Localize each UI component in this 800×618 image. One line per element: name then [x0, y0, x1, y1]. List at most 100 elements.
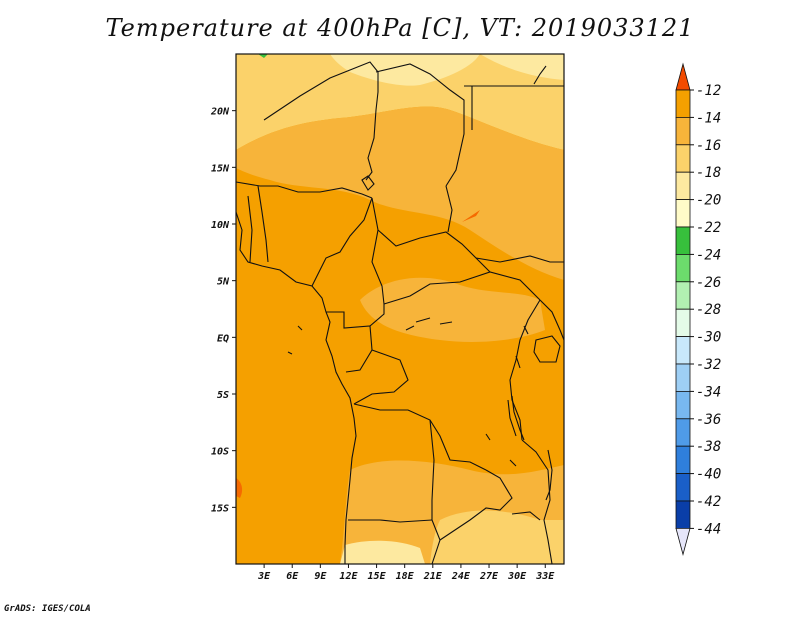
field-region-minus12-a	[462, 210, 480, 222]
y-tick-label: 20N	[210, 107, 230, 118]
map-frame	[235, 53, 565, 565]
y-tick-label: 5N	[217, 277, 230, 288]
lake-tanganyika	[507, 395, 525, 441]
colorbar-box	[675, 308, 691, 338]
lake-victoria	[533, 335, 561, 363]
temperature-field	[236, 54, 564, 564]
x-tick-label: 6E	[286, 571, 299, 582]
lake-chad	[361, 175, 375, 191]
colorbar-label: -28	[696, 302, 721, 318]
border-nigeria-east	[311, 197, 373, 287]
x-tick-label: 9E	[314, 571, 327, 582]
x-tick-label: 24E	[451, 571, 471, 582]
red-sea-coast	[533, 65, 547, 85]
colorbar-label: -16	[696, 138, 721, 154]
colorbar-box	[675, 144, 691, 173]
lake-kivu	[515, 325, 529, 369]
border-zambia	[439, 469, 513, 541]
x-tick-label: 33E	[535, 571, 555, 582]
coastline-west-africa	[236, 211, 357, 564]
colorbar-label: -18	[696, 165, 721, 181]
x-tick-label: 15E	[368, 571, 387, 582]
colorbar-bottom-arrow	[675, 528, 691, 556]
x-tick-label: 3E	[257, 571, 271, 582]
y-tick-label: EQ	[217, 333, 229, 344]
field-region-minus20-south	[340, 540, 425, 564]
chart-title: Temperature at 400hPa [C], VT: 201903312…	[105, 14, 695, 42]
border-tanzania	[521, 439, 553, 564]
x-tick-label: 21E	[423, 571, 443, 582]
field-region-minus20	[330, 54, 480, 86]
colorbar-label: -12	[696, 83, 721, 99]
island-bioko	[297, 325, 303, 331]
colorbar-box	[675, 117, 691, 146]
colorbar-box	[675, 226, 691, 255]
border-car-cameroon	[371, 229, 385, 305]
border-benin	[257, 185, 269, 263]
colorbar-label: -26	[696, 275, 721, 291]
island-small	[287, 351, 293, 355]
colorbar-label: -36	[696, 412, 721, 428]
colorbar-box	[675, 89, 691, 118]
border-congo	[369, 304, 385, 327]
x-tick-label: 12E	[339, 571, 358, 582]
x-tick-label: 18E	[396, 571, 415, 582]
border-uganda-kenya	[539, 299, 564, 341]
colorbar-label: -22	[696, 220, 721, 236]
border-zimbabwe	[511, 511, 541, 521]
y-axis: 20N 15N 10N 5N EQ 5S 10S 15S	[210, 107, 236, 514]
colorbar-box	[675, 171, 691, 200]
colorbar-label: -14	[696, 110, 721, 126]
colorbar-label: -24	[696, 247, 721, 263]
colorbar-box	[675, 390, 691, 420]
colorbar-box	[675, 473, 691, 502]
colorbar-box	[675, 281, 691, 310]
border-north-1	[263, 61, 379, 181]
field-region-minus16-central	[360, 277, 545, 342]
colorbar-label: -40	[696, 467, 721, 483]
border-angola-namibia	[348, 519, 433, 523]
y-tick-label: 5S	[217, 390, 229, 401]
colorbar-top-arrow	[675, 62, 691, 91]
colorbar: -12 -14 -16 -18 -20 -22 -24 -26 -28 -30 -32 -34 -36 -…	[675, 62, 721, 556]
colorbar-label: -44	[696, 521, 721, 537]
colorbar-label: -20	[696, 193, 721, 209]
field-region-minus24	[258, 54, 268, 58]
colorbar-label: -38	[696, 439, 721, 455]
y-tick-label: 10N	[211, 220, 230, 231]
river-congo-a	[405, 317, 453, 331]
border-north-2	[375, 63, 465, 187]
border-drc-east	[509, 299, 541, 441]
border-drc-angola	[353, 403, 487, 471]
border-chad-sudan	[445, 185, 453, 233]
border-congo-drc	[353, 349, 409, 405]
colorbar-box	[675, 418, 691, 447]
lake-malawi	[545, 449, 553, 501]
x-tick-label: 30E	[507, 571, 527, 582]
grads-credit: GrADS: IGES/COLA	[4, 604, 91, 614]
colorbar-box	[675, 253, 691, 283]
colorbar-label: -34	[696, 384, 721, 400]
border-car-drc	[383, 271, 541, 305]
border-nigeria-north	[236, 181, 373, 199]
border-sudan-south	[475, 255, 564, 263]
y-tick-label: 15N	[211, 163, 230, 174]
x-axis: 3E 6E 9E 12E 15E 18E 21E 24E 27E 30E 33E	[257, 564, 555, 582]
colorbar-label: -42	[696, 494, 721, 510]
colorbar-label: -32	[696, 357, 721, 373]
border-togo	[247, 195, 253, 263]
x-tick-label: 27E	[479, 571, 499, 582]
colorbar-box	[675, 336, 691, 365]
field-region-minus20-east	[480, 54, 564, 80]
colorbar-box	[675, 363, 691, 392]
y-tick-label: 15S	[211, 503, 229, 514]
colorbar-label: -30	[696, 330, 721, 346]
lake-mweru	[485, 433, 517, 467]
border-angola-zambia	[429, 419, 441, 564]
colorbar-box	[675, 445, 691, 475]
boundaries	[236, 61, 564, 564]
colorbar-box	[675, 199, 691, 228]
border-chad-car	[371, 197, 491, 273]
field-region-minus16-north	[236, 106, 564, 280]
